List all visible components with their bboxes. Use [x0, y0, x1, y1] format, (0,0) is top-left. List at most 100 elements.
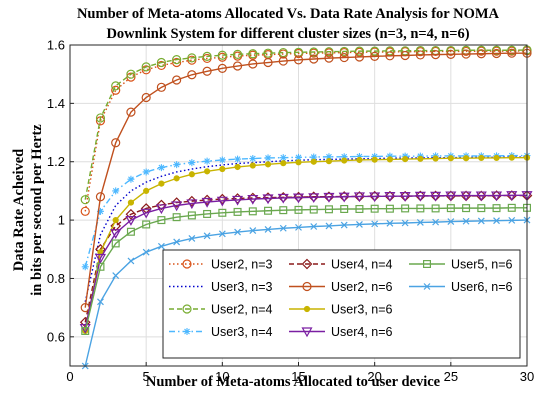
- data-point: [309, 54, 319, 64]
- series-7: [82, 154, 531, 335]
- data-point: [248, 207, 257, 216]
- data-point: [491, 45, 502, 55]
- legend-label: User2, n=4: [211, 303, 273, 317]
- legend-label: User2, n=3: [211, 258, 273, 272]
- legend-entry: User2, n=6: [289, 280, 393, 294]
- legend-label: User6, n=6: [451, 280, 513, 294]
- data-point: [493, 154, 500, 162]
- y-axis-label-line-1: Data Rate Acheived: [11, 149, 27, 271]
- data-point: [126, 227, 135, 236]
- data-point: [508, 154, 515, 161]
- data-point: [293, 55, 304, 65]
- data-point: [219, 165, 226, 173]
- data-point: [355, 152, 363, 160]
- data-point: [399, 192, 411, 202]
- data-point: [324, 47, 334, 57]
- data-point: [142, 248, 150, 256]
- y-tick-label: 1: [58, 213, 65, 228]
- data-point: [386, 152, 394, 160]
- data-point: [386, 219, 394, 227]
- data-point: [414, 191, 426, 202]
- legend: User2, n=3 User4, n=4 User5, n=6 User3, n=3…: [162, 249, 521, 359]
- data-point: [264, 226, 272, 233]
- data-point: [187, 53, 197, 63]
- series-line: [84, 52, 527, 308]
- data-point: [201, 197, 213, 208]
- data-point: [371, 152, 379, 160]
- data-point: [401, 204, 410, 213]
- data-point: [202, 66, 212, 76]
- data-point: [385, 46, 395, 56]
- data-point: [187, 70, 197, 80]
- data-point: [143, 187, 150, 195]
- data-point: [339, 52, 349, 63]
- legend-label: User3, n=3: [211, 280, 273, 294]
- data-point: [141, 92, 151, 103]
- data-point: [156, 57, 166, 68]
- data-point: [112, 216, 119, 224]
- data-point: [401, 219, 409, 227]
- data-point: [308, 193, 320, 204]
- data-point: [96, 262, 105, 271]
- data-point: [309, 205, 318, 214]
- data-point: [508, 216, 516, 224]
- legend-entry: User3, n=3: [169, 280, 273, 294]
- series-3: [80, 45, 532, 205]
- data-point: [370, 51, 380, 61]
- data-point: [356, 156, 363, 164]
- data-point: [432, 155, 439, 162]
- data-point: [475, 191, 487, 202]
- legend-label: User3, n=6: [331, 303, 393, 317]
- data-point: [247, 194, 259, 205]
- y-axis-label-line-2: in bits per second per Hertz: [29, 124, 45, 296]
- data-point: [155, 204, 167, 215]
- y-tick-label: 1.2: [47, 154, 65, 169]
- series-6: [80, 48, 532, 313]
- data-point: [112, 272, 120, 279]
- data-point: [324, 205, 333, 214]
- data-point: [171, 201, 183, 212]
- data-point: [97, 298, 104, 306]
- data-point: [171, 197, 182, 208]
- data-point: [341, 157, 348, 164]
- data-point: [264, 206, 273, 215]
- data-point: [112, 187, 120, 195]
- data-point: [248, 49, 258, 59]
- legend-box: [162, 249, 521, 359]
- series-10: [81, 216, 531, 370]
- data-point: [325, 153, 333, 161]
- data-point: [187, 211, 196, 220]
- data-point: [430, 191, 442, 202]
- data-point: [187, 55, 197, 65]
- legend-entry: User3, n=6: [289, 303, 393, 317]
- data-point: [234, 228, 241, 236]
- data-point: [172, 54, 182, 65]
- data-point: [186, 199, 198, 210]
- data-point: [310, 153, 318, 161]
- data-point: [217, 50, 227, 60]
- data-point: [356, 221, 363, 228]
- data-point: [157, 242, 165, 250]
- legend-swatch-marker: [182, 259, 192, 269]
- data-point: [233, 207, 242, 216]
- data-point: [95, 192, 106, 202]
- data-point: [263, 57, 273, 68]
- data-point: [126, 69, 136, 79]
- data-point: [280, 160, 287, 167]
- x-tick-label: 0: [66, 369, 73, 384]
- data-point: [141, 62, 151, 72]
- data-point: [158, 180, 165, 187]
- data-point: [477, 217, 485, 225]
- data-point: [431, 50, 441, 60]
- ticks: 0 5 10 15 20 25 30 0.6 0.8 1 1.2 1.4 1.6: [47, 38, 534, 385]
- data-point: [218, 208, 227, 217]
- data-point: [157, 216, 166, 225]
- data-point: [386, 156, 393, 163]
- data-point: [384, 192, 396, 202]
- data-point: [127, 175, 135, 183]
- data-point: [324, 53, 334, 63]
- legend-entry: User4, n=6: [289, 325, 393, 339]
- data-point: [127, 199, 135, 206]
- data-point: [172, 57, 182, 68]
- data-point: [354, 46, 365, 56]
